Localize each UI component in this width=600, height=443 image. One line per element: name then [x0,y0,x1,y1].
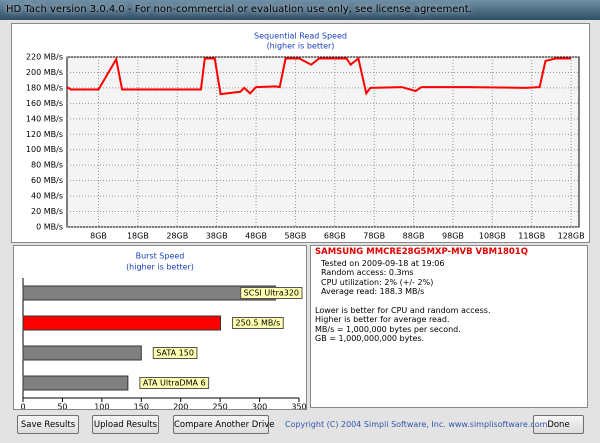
x-tick-label: 250 [213,403,228,411]
read-chart: Sequential Read Speed(higher is better) 0… [11,23,590,243]
y-tick-label: 40 MB/s [31,192,63,201]
button[interactable]: Upload Results [92,415,159,434]
y-tick-label: 0 MB/s [36,223,63,232]
button[interactable]: Done [533,415,584,434]
y-tick-label: 200 MB/s [26,68,63,77]
burst-chart: Burst Speed (higher is better) 0 50 100 150 20… [13,245,307,410]
y-tick-label: 80 MB/s [31,161,63,170]
x-tick-label: 48GB [245,232,267,241]
button[interactable]: Save Results [17,415,79,434]
x-tick-label: 0 [20,403,25,411]
info-line: Lower is better for CPU and random acces… [315,305,491,315]
y-tick-label: 140 MB/s [26,114,63,123]
info-line: Random access: 0.3ms [321,268,414,277]
bar-label-text: SATA 150 [156,349,194,358]
x-tick-label: 118GB [518,232,545,241]
bar-label: SCSI Ultra320 [240,287,303,299]
y-tick-label: 180 MB/s [26,83,63,92]
y-tick-label: 100 MB/s [26,145,63,154]
info-line: MB/s = 1,000,000 bytes per second. [315,324,461,334]
bar [22,315,222,331]
y-tick-label: 160 MB/s [26,99,63,108]
bar [22,345,142,361]
x-tick-label: 300 [252,403,267,411]
x-tick-label: 50 [57,403,67,411]
x-tick-label: 88GB [403,232,425,241]
bar-label-text: SCSI Ultra320 [244,289,299,298]
y-tick-label: 220 MB/s [26,53,63,62]
x-tick-label: 100 [94,403,109,411]
bar-label: SATA 150 [152,347,198,359]
label-box [240,287,303,299]
plot-area [66,56,580,228]
info-line: CPU utilization: 2% (+/- 2%) [321,277,434,287]
x-tick-label: 108GB [479,232,506,241]
bar-label-text: 250.5 MB/s [236,319,281,328]
x-tick-label: 8GB [90,232,107,241]
chart-title: Sequential Read Speed [254,32,347,41]
chart-title: Burst Speed [136,252,185,261]
chart-subtitle: (higher is better) [267,42,335,51]
x-tick-label: 350 [291,403,306,411]
y-tick-label: 20 MB/s [31,207,63,216]
notes: Lower is better for CPU and random acces… [315,306,583,344]
bar [22,285,276,301]
bar [22,375,129,391]
x-tick-label: 98GB [442,232,464,241]
x-tick-label: 150 [134,403,149,411]
bar-label: ATA UltraDMA 6 [139,377,210,389]
info-line: GB = 1,000,000,000 bytes. [315,334,425,343]
copyright-link[interactable]: Copyright (C) 2004 Simpli Software, Inc.… [285,420,548,429]
drive-name: SAMSUNG MMCRE28G5MXP-MVB VBM1801Q [315,247,528,257]
x-tick-label: 200 [173,403,188,411]
results: Tested on 2009-09-18 at 19:06 Random acce… [315,259,583,297]
bar-label: 250.5 MB/s [232,317,284,329]
x-tick-label: 128GB [558,232,585,241]
x-tick-label: 18GB [127,232,149,241]
y-tick-label: 120 MB/s [26,130,63,139]
x-tick-label: 58GB [284,232,306,241]
bar-label-text: ATA UltraDMA 6 [143,379,206,388]
button[interactable]: Compare Another Drive [173,415,274,434]
read-speed-line [66,56,572,96]
label-box [232,317,284,329]
x-tick-label: 68GB [324,232,346,241]
info-line: Average read: 188.3 MB/s [321,287,425,296]
label-box [139,377,210,389]
chart-subtitle: (higher is better) [126,263,194,272]
x-tick-label: 38GB [206,232,228,241]
label-box [152,347,198,359]
info-panel: SAMSUNG MMCRE28G5MXP-MVB VBM1801Q Tested… [310,245,588,408]
info-line: Tested on 2009-09-18 at 19:06 [321,258,445,268]
title-bar: HD Tach version 3.0.4.0 - For non-commer… [0,0,600,20]
y-tick-label: 60 MB/s [31,176,63,185]
info-line: Higher is better for average read. [315,315,450,324]
x-tick-label: 78GB [363,232,385,241]
x-tick-label: 28GB [166,232,188,241]
